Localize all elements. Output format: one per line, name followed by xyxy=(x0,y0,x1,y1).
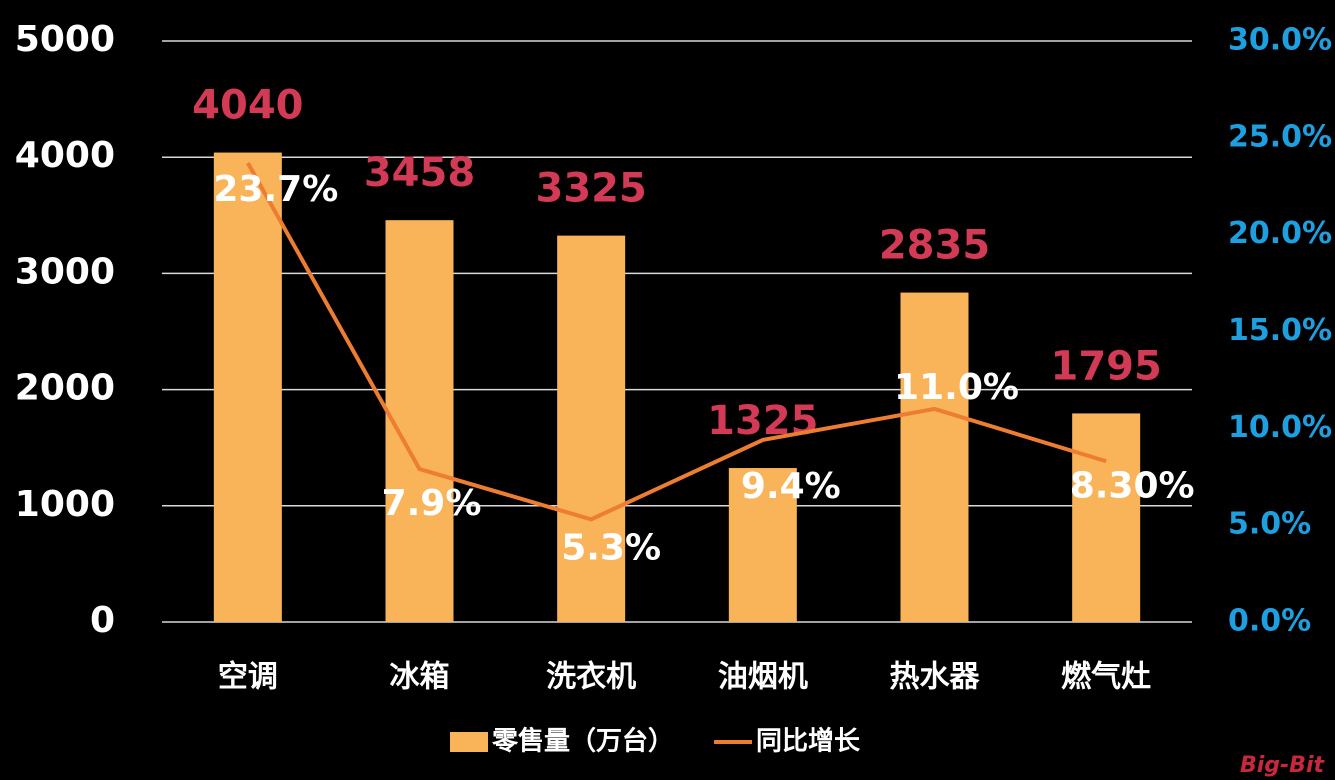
y-tick-label: 5000 xyxy=(15,19,115,60)
y2-tick-label: 15.0% xyxy=(1228,313,1332,348)
watermark: Big-Bit xyxy=(1240,753,1325,778)
bar-value-label: 4040 xyxy=(192,83,303,129)
x-tick-label: 洗衣机 xyxy=(546,660,636,695)
line-value-label: 5.3% xyxy=(561,527,661,568)
legend-swatch xyxy=(450,732,488,752)
y-tick-label: 2000 xyxy=(15,368,115,409)
y2-tick-label: 30.0% xyxy=(1228,23,1332,58)
x-tick-label: 燃气灶 xyxy=(1061,660,1151,695)
bar xyxy=(728,468,797,622)
bar-value-label: 1795 xyxy=(1051,343,1162,389)
bar xyxy=(900,292,969,622)
y2-tick-label: 0.0% xyxy=(1228,604,1311,639)
x-tick-label: 油烟机 xyxy=(718,660,808,695)
bar xyxy=(1072,413,1141,622)
y2-tick-label: 20.0% xyxy=(1228,216,1332,251)
y2-tick-label: 25.0% xyxy=(1228,119,1332,154)
y-tick-label: 0 xyxy=(90,600,115,641)
line-value-label: 11.0% xyxy=(894,367,1019,408)
y-tick-label: 1000 xyxy=(15,484,115,525)
line-value-label: 9.4% xyxy=(741,466,841,507)
y-tick-label: 4000 xyxy=(15,135,115,176)
line xyxy=(246,162,1107,522)
bar-value-label: 1325 xyxy=(707,398,818,444)
x-tick-label: 热水器 xyxy=(890,660,981,695)
y2-tick-label: 10.0% xyxy=(1228,410,1332,445)
y-tick-label: 3000 xyxy=(15,251,115,292)
line-value-label: 7.9% xyxy=(382,483,482,524)
bar-value-label: 2835 xyxy=(879,223,990,269)
bar-value-label: 3325 xyxy=(536,166,647,212)
bar xyxy=(213,152,282,622)
x-tick-label: 空调 xyxy=(218,660,278,695)
bar xyxy=(557,235,626,622)
bar xyxy=(385,220,454,622)
y2-tick-label: 5.0% xyxy=(1228,507,1311,542)
bar-value-label: 3458 xyxy=(364,150,475,196)
x-tick-label: 冰箱 xyxy=(390,660,450,695)
legend-label: 零售量（万台） xyxy=(492,726,674,757)
line-value-label: 8.30% xyxy=(1070,465,1195,506)
line-value-label: 23.7% xyxy=(213,169,338,210)
legend-label: 同比增长 xyxy=(756,726,861,757)
